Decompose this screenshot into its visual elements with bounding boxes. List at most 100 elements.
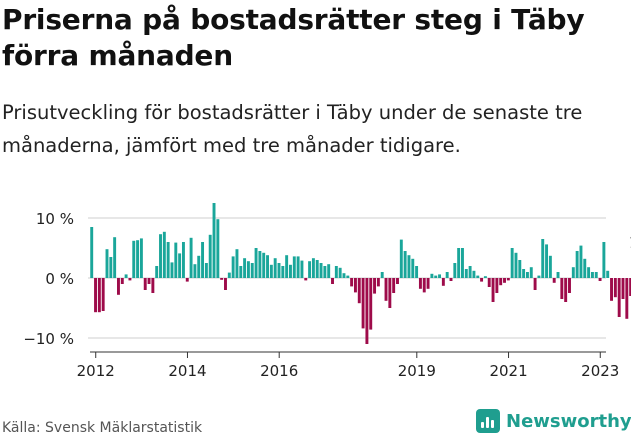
bar: [162, 231, 166, 278]
bar: [380, 272, 384, 278]
bar: [480, 278, 484, 282]
bar: [323, 266, 327, 278]
bar: [438, 274, 441, 278]
bar: [468, 266, 472, 278]
bar: [613, 278, 617, 298]
bar: [178, 253, 182, 278]
bar: [583, 258, 587, 278]
bar: [529, 267, 533, 278]
bar: [564, 278, 568, 302]
bar: [560, 278, 564, 299]
bar: [373, 278, 377, 294]
bar: [422, 278, 426, 293]
bar: [174, 242, 178, 278]
bar: [147, 278, 151, 284]
bar: [568, 278, 571, 293]
bar: [579, 245, 583, 278]
bar-chart: 10 % 0 % −10 %2012 2014 2016 2019 2021 2023 1 %: [23, 203, 631, 380]
bar: [556, 272, 560, 278]
bar: [246, 261, 250, 278]
bar: [243, 258, 247, 278]
bar: [522, 269, 526, 278]
bar: [476, 275, 480, 278]
bar: [350, 278, 354, 287]
chart-subtitle: Prisutveckling för bostadsrätter i Täby …: [2, 101, 583, 157]
newsworthy-logo: Newsworthy: [476, 406, 631, 436]
bar: [113, 237, 117, 278]
bar: [159, 234, 162, 278]
x-tick-label: 2021: [489, 362, 527, 380]
bar: [525, 272, 529, 278]
bar: [602, 242, 606, 278]
bar: [533, 278, 537, 290]
bar: [449, 278, 453, 281]
bar: [292, 256, 296, 278]
bar: [311, 258, 315, 278]
bar: [262, 252, 266, 278]
bar: [342, 273, 346, 278]
bar: [518, 260, 522, 278]
bar: [461, 248, 464, 278]
bar: [327, 264, 331, 278]
y-tick-label: 10 %: [36, 210, 74, 228]
y-tick-label: −10 %: [23, 330, 74, 348]
bar: [587, 267, 591, 278]
bar: [254, 248, 258, 278]
bar: [621, 278, 625, 299]
bar: [334, 266, 338, 278]
bar: [258, 251, 262, 278]
bar: [90, 227, 94, 278]
bar: [109, 257, 113, 278]
bar: [399, 239, 403, 278]
x-tick-label: 2023: [581, 362, 619, 380]
bar: [441, 278, 445, 286]
bar: [503, 278, 506, 283]
bar: [181, 242, 185, 278]
bar: [537, 275, 541, 278]
bar: [415, 266, 419, 278]
bar: [277, 263, 281, 278]
bar: [510, 248, 514, 278]
bar: [266, 255, 269, 278]
bar: [212, 203, 216, 278]
chart-title: Priserna på bostadsrätter steg i Täby fö…: [2, 3, 585, 72]
x-tick-label: 2014: [168, 362, 206, 380]
bar: [472, 270, 476, 278]
bar: [132, 240, 136, 278]
bar: [548, 255, 552, 278]
bar: [166, 242, 170, 278]
bar: [281, 266, 285, 278]
bar: [185, 278, 189, 282]
bar: [216, 219, 220, 278]
bar: [353, 278, 357, 293]
bar: [224, 278, 227, 290]
bar: [365, 278, 369, 344]
bar: [384, 278, 388, 301]
bar: [445, 272, 449, 278]
bar: [514, 252, 518, 278]
bar: [346, 275, 350, 278]
bar: [338, 267, 342, 278]
bar: [617, 278, 621, 317]
bar: [396, 278, 399, 284]
bar: [155, 266, 159, 278]
bar: [430, 273, 434, 278]
bar: [388, 278, 392, 308]
bar: [204, 263, 208, 278]
bar: [575, 251, 579, 278]
bar: [151, 278, 155, 293]
bar: [453, 263, 457, 278]
bar: [499, 278, 503, 286]
bar: [97, 278, 101, 313]
bar: [369, 278, 373, 330]
bar: [491, 278, 495, 302]
bar: [426, 278, 430, 289]
bar: [227, 272, 231, 278]
bar: [315, 260, 319, 278]
bar: [105, 249, 109, 278]
bar: [571, 267, 575, 278]
bar: [418, 278, 422, 289]
bar: [136, 240, 140, 278]
bar: [269, 264, 273, 278]
bar: [231, 256, 235, 278]
